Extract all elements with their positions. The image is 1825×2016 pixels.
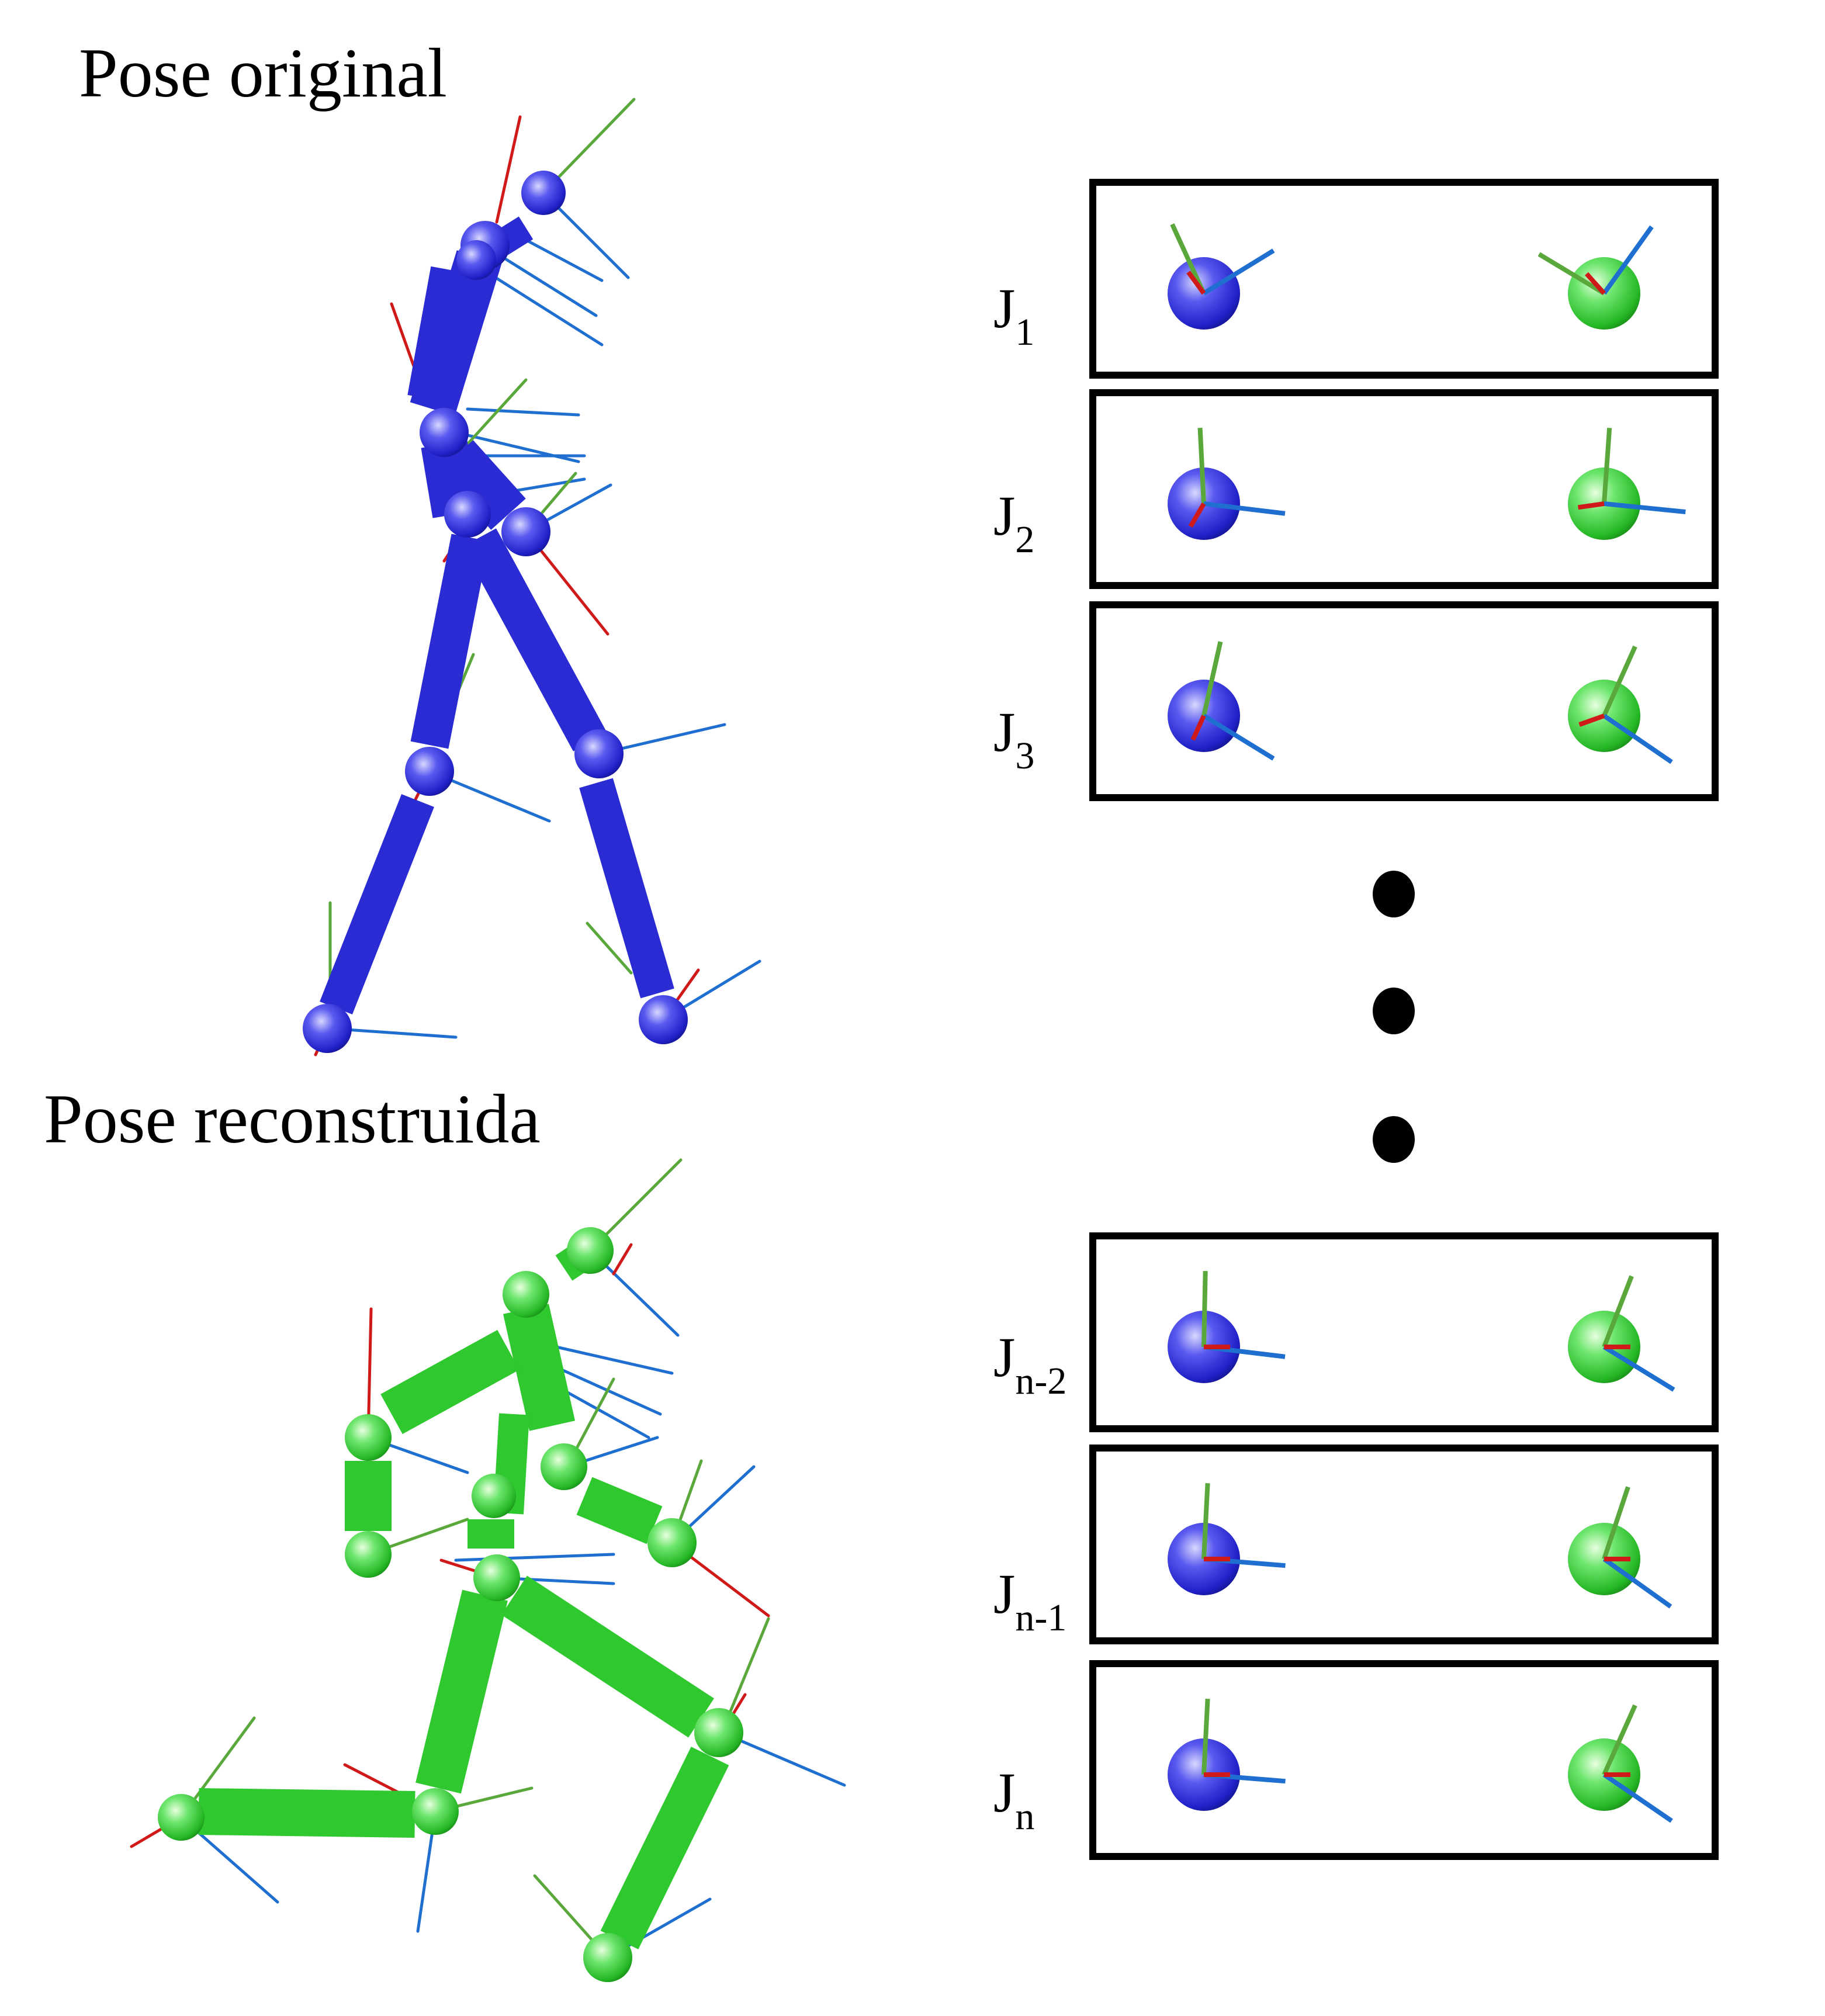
original-pose-joints bbox=[303, 171, 688, 1053]
joint-panel-5: Jn-1 bbox=[993, 1445, 1719, 1644]
original-joint-glyph bbox=[1168, 427, 1286, 540]
reconstructed-joint-glyph bbox=[1568, 1704, 1673, 1823]
ellipsis-dot bbox=[1373, 871, 1415, 917]
reconstructed-pose-bones bbox=[198, 1238, 729, 1949]
original-joint-glyph bbox=[1168, 641, 1275, 761]
joint-panel-2: J2 bbox=[993, 389, 1719, 589]
original-pose-bones bbox=[320, 216, 674, 1015]
original-joint-glyph bbox=[1168, 1482, 1286, 1595]
joint-panel-3: J3 bbox=[993, 601, 1719, 801]
reconstructed-joint-glyph bbox=[1537, 225, 1654, 330]
panel-frame bbox=[1089, 1660, 1719, 1860]
panel-frame bbox=[1089, 179, 1719, 379]
reconstructed-joint-glyph bbox=[1568, 428, 1686, 540]
joint-label: Jn bbox=[993, 1761, 1034, 1838]
ellipsis-dot bbox=[1373, 988, 1415, 1034]
original-pose-skeleton bbox=[303, 98, 761, 1057]
joint-label: J2 bbox=[993, 484, 1034, 561]
ellipsis-dots bbox=[1373, 871, 1415, 1163]
joint-label: J1 bbox=[993, 277, 1034, 354]
reconstructed-pose-joints bbox=[158, 1227, 743, 1982]
reconstructed-joint-glyph bbox=[1568, 1275, 1675, 1392]
reconstructed-pose-title: Pose reconstruida bbox=[44, 1080, 541, 1158]
original-joint-glyph bbox=[1168, 1698, 1286, 1811]
joint-label: J3 bbox=[993, 701, 1034, 777]
joint-label: Jn-1 bbox=[993, 1563, 1066, 1639]
reconstructed-joint-glyph bbox=[1568, 1486, 1672, 1609]
original-pose-title: Pose original bbox=[79, 34, 447, 112]
panel-frame bbox=[1089, 1445, 1719, 1644]
joint-panel-6: Jn bbox=[993, 1660, 1719, 1860]
reconstructed-joint-glyph bbox=[1568, 645, 1673, 764]
joint-panel-4: Jn-2 bbox=[993, 1232, 1719, 1432]
joint-label: Jn-2 bbox=[993, 1326, 1066, 1402]
joint-panel-1: J1 bbox=[993, 179, 1719, 379]
original-joint-glyph bbox=[1168, 1270, 1286, 1383]
joint-comparison-panels: J1 J2 J3 Jn-2 Jn-1 Jn bbox=[993, 179, 1719, 1860]
panel-frame bbox=[1089, 389, 1719, 589]
original-joint-glyph bbox=[1168, 223, 1275, 330]
reconstructed-pose-skeleton bbox=[130, 1158, 846, 1982]
ellipsis-dot bbox=[1373, 1116, 1415, 1163]
panel-frame bbox=[1089, 601, 1719, 801]
panel-frame bbox=[1089, 1232, 1719, 1432]
